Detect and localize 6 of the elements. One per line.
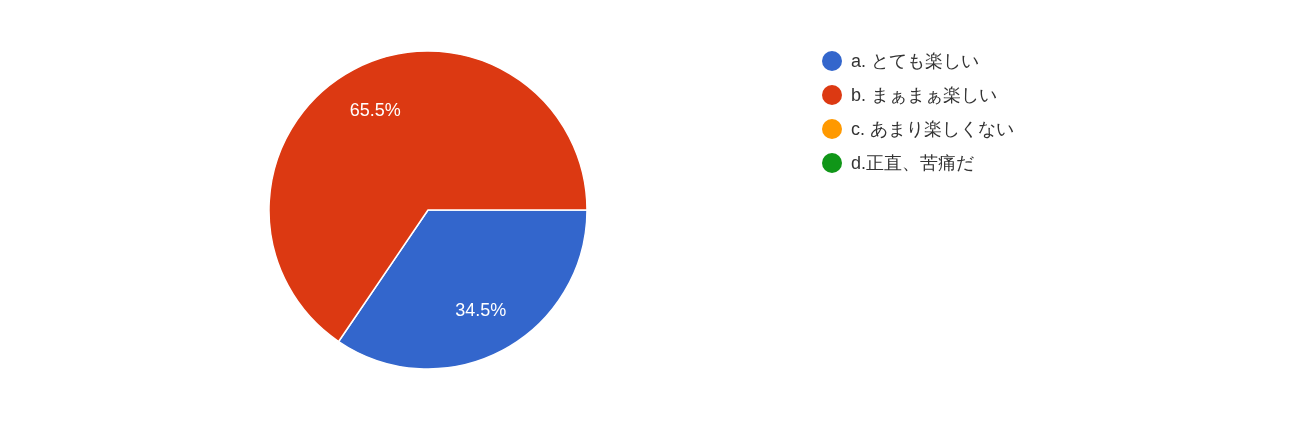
legend-label: a. とても楽しい — [851, 51, 980, 71]
legend-label: b. まぁまぁ楽しい — [851, 85, 998, 105]
data-label: 34.5% — [455, 299, 507, 320]
legend-label: d.正直、苦痛だ — [851, 153, 975, 173]
legend-label: c. あまり楽しくない — [851, 119, 1015, 139]
data-label: 65.5% — [349, 100, 401, 121]
